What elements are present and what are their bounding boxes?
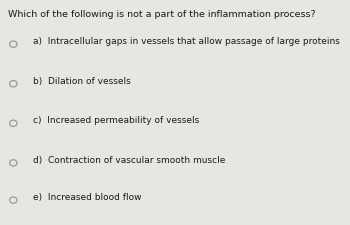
Text: a)  Intracellular gaps in vessels that allow passage of large proteins: a) Intracellular gaps in vessels that al… <box>33 37 340 46</box>
Text: b)  Dilation of vessels: b) Dilation of vessels <box>33 76 131 86</box>
Text: e)  Increased blood flow: e) Increased blood flow <box>33 192 142 201</box>
Text: Which of the following is not a part of the inflammation process?: Which of the following is not a part of … <box>8 10 315 19</box>
Text: d)  Contraction of vascular smooth muscle: d) Contraction of vascular smooth muscle <box>33 155 226 164</box>
Text: c)  Increased permeability of vessels: c) Increased permeability of vessels <box>33 116 200 125</box>
